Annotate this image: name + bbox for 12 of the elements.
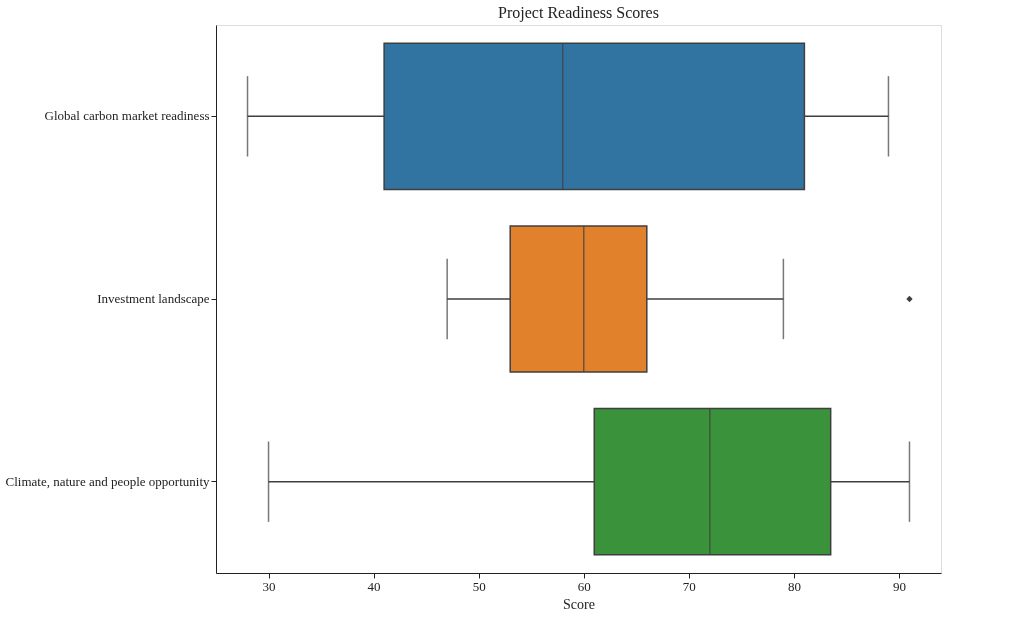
x-tick-label: 70 <box>682 578 696 594</box>
y-tick-label: Global carbon market readiness <box>44 108 210 124</box>
x-tick-label: 90 <box>892 578 906 594</box>
x-tick-label: 50 <box>472 578 486 594</box>
chart-title: Project Readiness Scores <box>498 4 659 22</box>
x-tick-label: 30 <box>262 578 276 594</box>
x-tick-label: 60 <box>577 578 591 594</box>
x-tick-label: 80 <box>787 578 801 594</box>
x-tick-label: 40 <box>367 578 381 594</box>
y-tick-label: Investment landscape <box>97 291 210 306</box>
y-tick-label: Climate, nature and people opportunity <box>5 473 210 489</box>
x-axis-title: Score <box>563 596 595 612</box>
